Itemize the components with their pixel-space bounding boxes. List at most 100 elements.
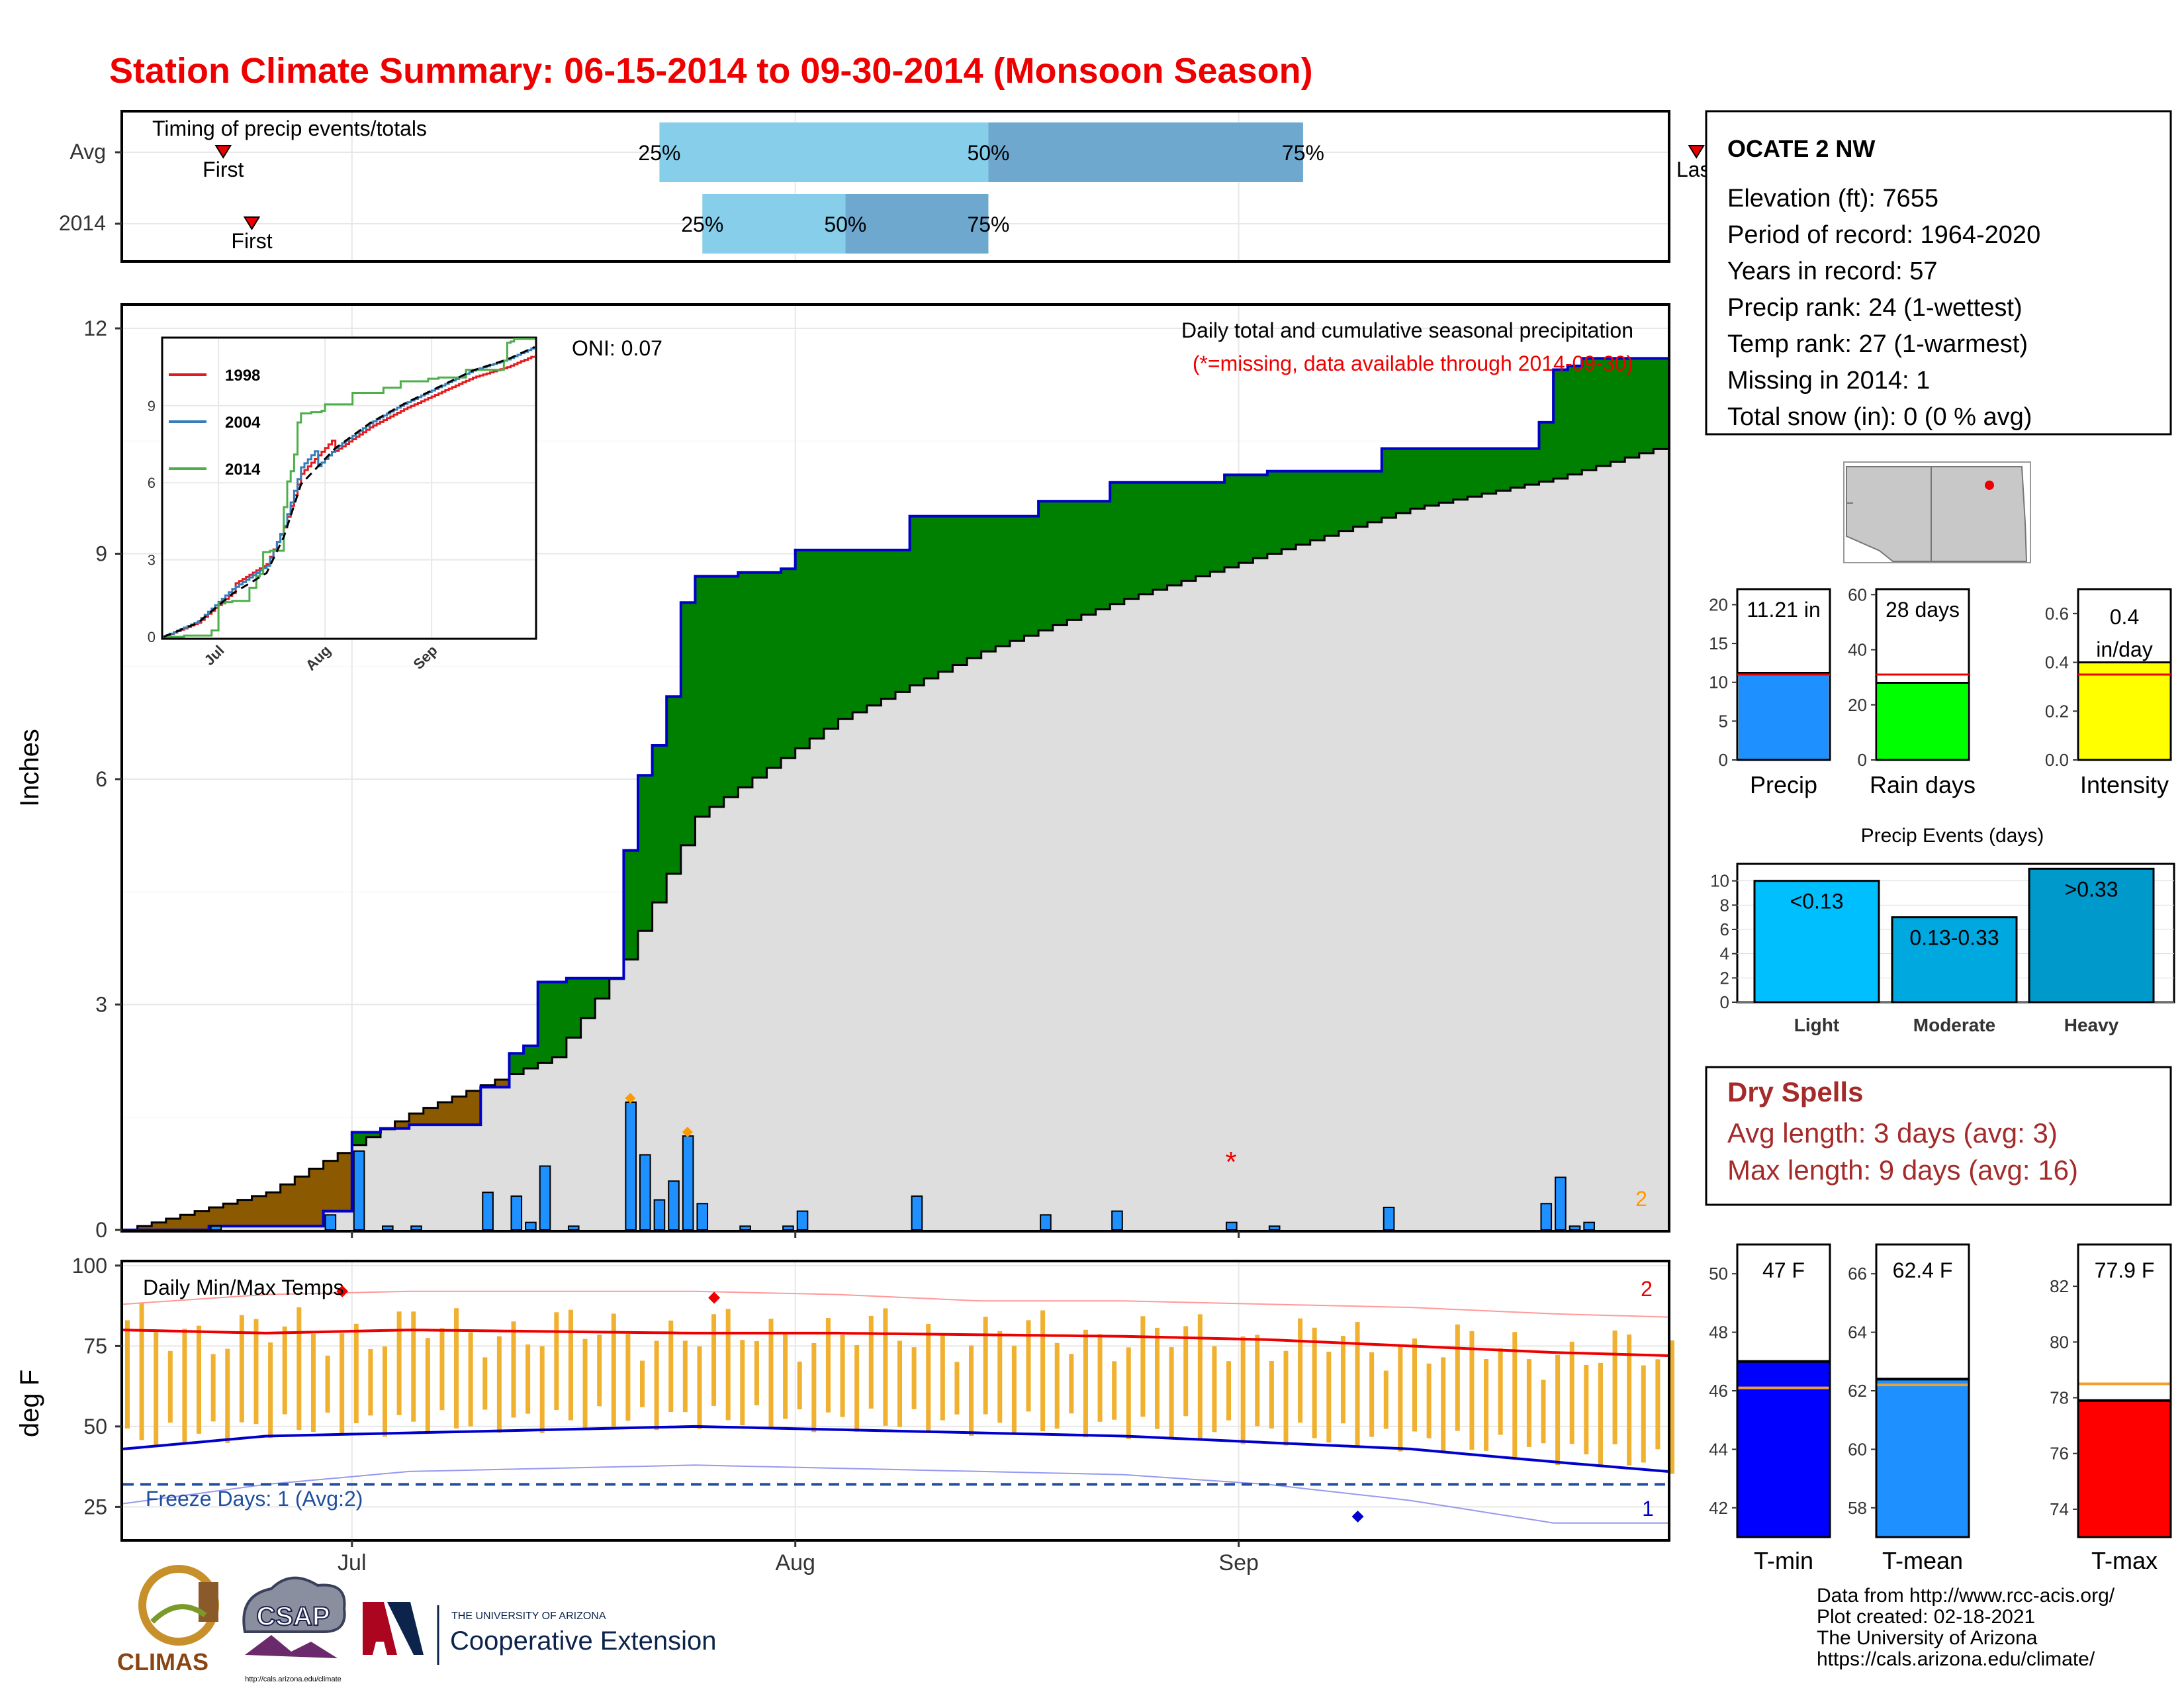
daily-temp-bar [1598,1362,1603,1466]
precip-corner-count: 2 [1635,1187,1647,1211]
daily-temp-bar [611,1313,616,1427]
daily-temp-bar [1040,1310,1046,1432]
daily-temp-bar [1155,1327,1160,1429]
daily-temp-bar [353,1323,359,1424]
daily-temp-bar [768,1319,774,1429]
month-tick-label: Aug [775,1550,815,1575]
daily-temp-bar [1469,1331,1475,1450]
daily-temp-bar [368,1349,373,1416]
footer-credits: Data from http://www.rcc-acis.org/ Plot … [1817,1585,2115,1670]
daily-temp-bar [1097,1334,1103,1422]
temp-stat-y-tick: 42 [1709,1498,1728,1518]
stat-y-tick: 0.6 [2045,604,2069,624]
daily-precip-bar [696,1203,709,1231]
daily-temp-bar [911,1347,917,1409]
stat-y-tick: 0.2 [2045,701,2069,721]
temp-stat-outline [2077,1243,2172,1538]
stat-y-tick: 0.4 [2045,653,2069,673]
temp-stat-y-tick: 64 [1848,1323,1867,1342]
daily-temp-bar [210,1354,216,1422]
temp-stat-bar [1876,1379,1969,1537]
daily-precip-bar [1555,1176,1567,1231]
daily-temp-bar [1312,1327,1317,1438]
station-info-box: OCATE 2 NW Elevation (ft): 7655 Period o… [1705,110,2172,436]
events-bar-label: Light [1794,1015,1839,1035]
daily-temp-bar [711,1314,717,1406]
quartile-label: 50% [967,141,1009,165]
daily-precip-bar [525,1221,537,1231]
daily-temp-bar [325,1355,330,1413]
missing-marker: * [1225,1146,1236,1178]
daily-precip-bar [653,1199,666,1231]
station-line: Temp rank: 27 (1-warmest) [1727,330,2028,358]
events-y-tick: 8 [1720,895,1729,915]
daily-precip-bar [639,1154,651,1231]
daily-temp-bar [439,1328,445,1411]
temp-stat-y-tick: 66 [1848,1264,1867,1284]
timing-row-label-2014: 2014 [59,211,106,235]
quartile-bar-50-75 [845,194,989,254]
stat-y-tick: 0 [1858,750,1867,770]
stat-y-tick: 40 [1848,640,1867,660]
record-high-marker [708,1291,721,1304]
inset-y-tick: 3 [148,552,156,569]
daily-temp-bar [854,1344,860,1432]
quartile-label: 25% [681,212,723,236]
daily-temp-bar [468,1332,473,1427]
daily-temp-bar [1541,1380,1546,1444]
daily-temp-bar [554,1312,559,1411]
inset-line-2004 [163,348,535,638]
daily-temp-bar [125,1320,130,1429]
y-tick-label: 25 [83,1495,107,1519]
daily-temp-bar [926,1324,931,1433]
daily-precip-bar [1569,1225,1581,1231]
daily-temp-bar [668,1320,674,1413]
daily-precip-bar [625,1102,637,1231]
events-bar-range: >0.33 [2065,877,2118,901]
daily-temp-bar [1627,1334,1632,1466]
daily-temp-bar [511,1321,516,1418]
dry-spells-max: Max length: 9 days (avg: 16) [1727,1154,2078,1186]
daily-precip-bar [1583,1221,1595,1231]
legend-label: 2014 [225,461,261,479]
events-bar-label: Heavy [2064,1015,2119,1035]
footer-line: https://cals.arizona.edu/climate/ [1817,1648,2095,1670]
daily-temp-bar [340,1333,345,1436]
daily-temp-bar [1240,1336,1246,1444]
daily-temp-bar [1412,1338,1417,1432]
daily-precip-bar [911,1195,923,1231]
quartile-bar-50-75 [988,122,1303,182]
climas-logo-text: CLIMAS [117,1648,208,1675]
daily-temp-bar [1484,1359,1489,1451]
daily-precip-bar [353,1150,365,1231]
daily-temp-bar [1383,1370,1388,1429]
daily-temp-bar [225,1348,230,1443]
daily-temp-bar [482,1357,488,1410]
daily-temp-bar [167,1350,173,1423]
daily-temp-bar [1269,1361,1274,1429]
daily-precip-bar [567,1225,580,1231]
stat-value-bar [1878,682,1968,760]
footer-line: Plot created: 02-18-2021 [1817,1606,2035,1628]
temp-stat-y-tick: 80 [2050,1332,2069,1352]
daily-temp-bar [296,1307,302,1430]
daily-temp-bar [825,1318,831,1413]
footer-line: Data from http://www.rcc-acis.org/ [1817,1585,2115,1607]
station-line: Missing in 2014: 1 [1727,367,1930,395]
y-tick-label: 0 [95,1218,107,1242]
daily-temp-bar [1011,1345,1017,1434]
daily-temp-bar [1655,1359,1661,1450]
daily-temp-bar [268,1342,273,1438]
quartile-label: 75% [967,212,1009,236]
events-y-tick: 10 [1710,871,1729,891]
stat-value-unit: in/day [2096,637,2152,661]
month-tick-label: Jul [338,1550,366,1575]
daily-temp-bar [310,1333,316,1432]
temp-stat-y-tick: 50 [1709,1264,1728,1284]
daily-temp-bar [682,1340,688,1413]
daily-temp-bar [282,1326,287,1415]
daily-temp-bar [883,1308,888,1426]
daily-temp-bar [1369,1352,1375,1437]
daily-precip-bar [539,1165,551,1231]
daily-precip-bar [410,1225,422,1231]
